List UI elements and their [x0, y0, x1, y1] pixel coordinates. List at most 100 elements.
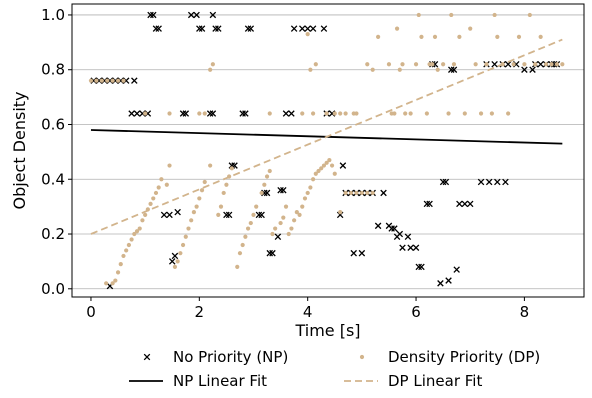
- point-dot: [319, 166, 324, 171]
- point-x: [450, 66, 458, 73]
- point-dot: [264, 174, 270, 179]
- point-dot: [484, 62, 489, 67]
- axis-ticks: 0 2 4 6 8 0.0 0.2 0.4 0.6 0.8 1.0: [41, 6, 529, 321]
- point-dot: [221, 190, 226, 196]
- point-dot: [308, 67, 313, 72]
- point-dot: [527, 12, 532, 18]
- point-x: [415, 263, 423, 271]
- point-dot: [376, 34, 381, 39]
- point-x: [494, 178, 501, 186]
- point-dot: [430, 62, 435, 67]
- point-dot: [495, 34, 500, 39]
- x-tick-label: 6: [411, 303, 421, 321]
- point-dot: [511, 62, 516, 67]
- point-dot: [354, 190, 359, 196]
- y-tick-label: 1.0: [41, 6, 65, 24]
- point-dot: [308, 185, 313, 190]
- point-dot: [549, 62, 554, 67]
- point-x: [198, 25, 206, 32]
- point-x: [277, 186, 284, 194]
- point-dot: [343, 190, 348, 196]
- point-dot: [400, 62, 405, 67]
- point-dot: [359, 190, 364, 196]
- x-tick-label: 2: [195, 303, 205, 321]
- point-x: [456, 200, 463, 208]
- point-dot: [451, 62, 457, 67]
- point-x: [282, 110, 290, 117]
- point-dot: [408, 111, 413, 116]
- point-x: [269, 249, 276, 257]
- point-dot: [208, 67, 213, 72]
- point-dot: [338, 111, 343, 116]
- point-dot: [151, 196, 156, 201]
- y-tick-label: 0.2: [41, 225, 65, 243]
- point-dot: [180, 242, 186, 248]
- point-dot: [202, 111, 207, 116]
- point-dot: [302, 196, 308, 201]
- point-dot: [473, 62, 478, 67]
- legend-label: NP Linear Fit: [173, 372, 267, 390]
- point-dot: [413, 62, 419, 67]
- point-x: [215, 25, 222, 32]
- point-x: [304, 25, 311, 32]
- point-dot: [457, 34, 462, 39]
- point-x: [280, 186, 287, 194]
- point-x: [128, 110, 135, 117]
- point-dot: [118, 262, 123, 267]
- point-dot: [248, 220, 253, 226]
- point-x: [255, 211, 263, 219]
- x-tick-label: 0: [86, 303, 96, 321]
- point-dot: [538, 34, 543, 39]
- point-dot: [478, 111, 484, 116]
- point-x: [263, 189, 271, 197]
- point-dot: [392, 111, 397, 116]
- point-dot: [313, 62, 318, 67]
- point-dot: [245, 226, 251, 231]
- point-dot: [132, 231, 137, 237]
- point-dot: [208, 163, 213, 168]
- point-dot: [446, 111, 451, 116]
- point-dot: [134, 229, 140, 234]
- point-x: [426, 200, 433, 208]
- point-x: [258, 211, 265, 219]
- point-dot: [143, 212, 148, 217]
- point-x: [399, 244, 406, 251]
- point-dot: [462, 111, 467, 116]
- point-dot: [105, 78, 110, 83]
- point-x: [477, 178, 485, 186]
- point-x: [358, 249, 366, 257]
- point-dot: [311, 111, 316, 116]
- point-dot: [327, 157, 332, 163]
- point-dot: [338, 210, 343, 215]
- legend-entry-1: Density Priority (DP): [359, 348, 540, 366]
- point-x: [182, 110, 190, 117]
- point-dot: [294, 210, 299, 215]
- data-series: [88, 11, 565, 290]
- point-x: [320, 25, 328, 32]
- point-dot: [216, 212, 221, 217]
- point-x: [206, 110, 214, 117]
- point-dot: [202, 179, 207, 185]
- point-dot: [386, 62, 392, 67]
- point-dot: [533, 62, 538, 67]
- point-x: [445, 277, 452, 284]
- point-dot: [332, 111, 337, 116]
- point-dot: [240, 242, 245, 248]
- point-x: [247, 25, 255, 32]
- point-dot: [365, 190, 370, 196]
- x-tick-label: 8: [520, 303, 530, 321]
- point-x: [288, 110, 295, 117]
- point-dot: [197, 196, 202, 201]
- point-dot: [316, 168, 321, 174]
- y-tick-label: 0.4: [41, 170, 65, 188]
- point-dot: [229, 166, 234, 171]
- point-x: [223, 211, 230, 219]
- series-1: [88, 12, 565, 286]
- point-dot: [283, 204, 289, 209]
- plot-frame: [71, 3, 585, 298]
- legend-swatch: [143, 353, 151, 361]
- point-dot: [104, 281, 109, 286]
- point-x: [150, 11, 157, 19]
- point-dot: [175, 259, 180, 264]
- point-dot: [522, 62, 527, 67]
